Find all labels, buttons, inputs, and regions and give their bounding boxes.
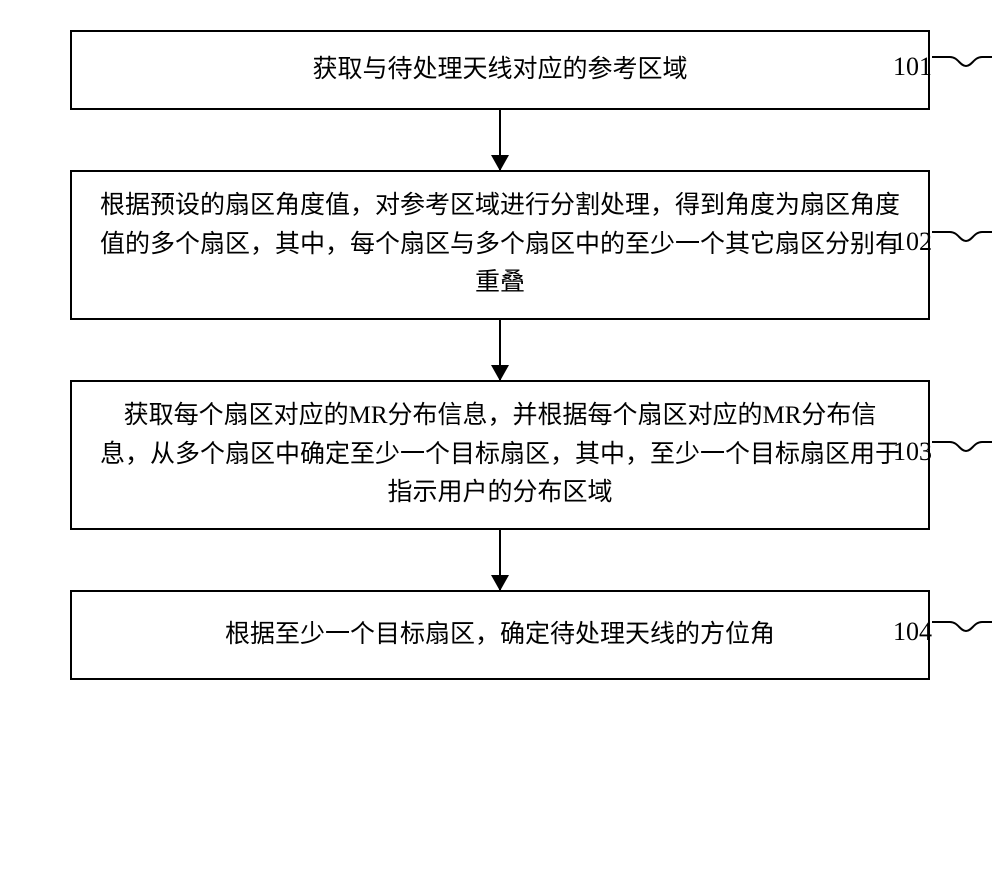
step-number-103: 103 [893, 437, 932, 467]
flowchart-container: 获取与待处理天线对应的参考区域 101 根据预设的扇区角度值，对参考区域进行分割… [70, 30, 930, 680]
step-box-102: 根据预设的扇区角度值，对参考区域进行分割处理，得到角度为扇区角度值的多个扇区，其… [70, 170, 930, 320]
label-connector [930, 227, 994, 247]
squiggle-icon [930, 617, 994, 637]
label-connector [930, 437, 994, 457]
step-number-102: 102 [893, 227, 932, 257]
label-connector [930, 52, 994, 72]
squiggle-icon [930, 227, 994, 247]
step-number-101: 101 [893, 52, 932, 82]
step-box-104: 根据至少一个目标扇区，确定待处理天线的方位角 [70, 590, 930, 680]
arrow-down [499, 530, 501, 590]
step-text: 根据至少一个目标扇区，确定待处理天线的方位角 [225, 616, 775, 655]
arrow-down [499, 320, 501, 380]
squiggle-icon [930, 52, 994, 72]
step-box-103: 获取每个扇区对应的MR分布信息，并根据每个扇区对应的MR分布信息，从多个扇区中确… [70, 380, 930, 530]
label-connector [930, 617, 994, 637]
step-number-104: 104 [893, 617, 932, 647]
arrow-down [499, 110, 501, 170]
step-text: 根据预设的扇区角度值，对参考区域进行分割处理，得到角度为扇区角度值的多个扇区，其… [100, 187, 900, 303]
step-box-101: 获取与待处理天线对应的参考区域 [70, 30, 930, 110]
step-text: 获取与待处理天线对应的参考区域 [312, 51, 687, 90]
squiggle-icon [930, 437, 994, 457]
step-text: 获取每个扇区对应的MR分布信息，并根据每个扇区对应的MR分布信息，从多个扇区中确… [100, 397, 900, 513]
